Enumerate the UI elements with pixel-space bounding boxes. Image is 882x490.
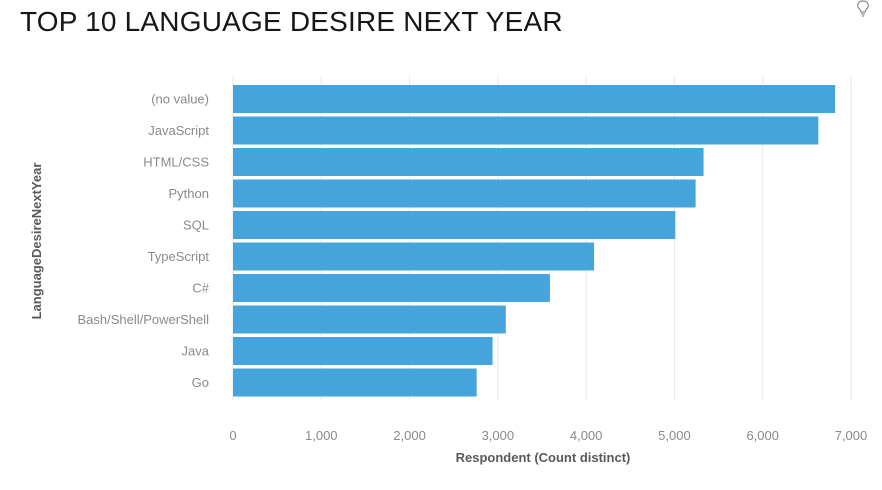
bar	[233, 180, 696, 208]
y-tick-label: Go	[192, 375, 209, 390]
x-tick-label: 1,000	[305, 428, 338, 443]
bar	[233, 85, 835, 113]
x-tick-label: 6,000	[746, 428, 779, 443]
y-tick-label: TypeScript	[148, 249, 210, 264]
y-tick-label: (no value)	[151, 92, 209, 107]
y-tick-label: HTML/CSS	[143, 155, 209, 170]
bar	[233, 211, 675, 239]
x-tick-label: 7,000	[835, 428, 868, 443]
y-axis-title: LanguageDesireNextYear	[29, 163, 44, 320]
y-tick-label: C#	[192, 281, 209, 296]
bar	[233, 243, 594, 271]
x-axis-title: Respondent (Count distinct)	[456, 450, 631, 465]
y-tick-label: Java	[182, 344, 210, 359]
y-tick-label: Bash/Shell/PowerShell	[77, 312, 209, 327]
y-tick-label: Python	[169, 186, 209, 201]
y-tick-label: SQL	[183, 218, 209, 233]
y-tick-label: JavaScript	[148, 123, 209, 138]
bar	[233, 337, 493, 365]
bar	[233, 369, 477, 397]
x-tick-label: 2,000	[393, 428, 426, 443]
bar	[233, 148, 704, 176]
bar	[233, 274, 550, 302]
x-tick-label: 0	[229, 428, 236, 443]
bar	[233, 117, 818, 145]
x-tick-label: 4,000	[570, 428, 603, 443]
x-tick-label: 3,000	[482, 428, 515, 443]
bar	[233, 306, 506, 334]
x-tick-label: 5,000	[658, 428, 691, 443]
